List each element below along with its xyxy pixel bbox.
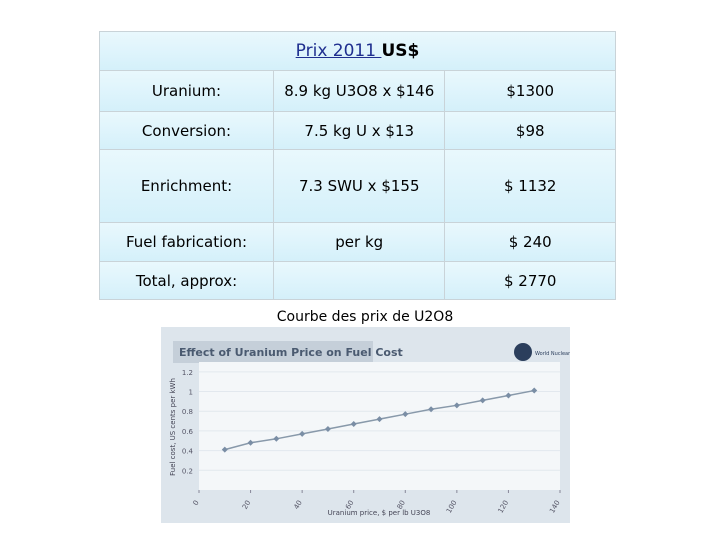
data-point — [479, 397, 486, 404]
data-point — [376, 416, 383, 423]
data-point — [402, 411, 409, 418]
data-point — [350, 421, 357, 428]
table-row: Enrichment: 7.3 SWU x $155 $ 1132 — [98, 149, 616, 223]
x-tick-label: 60 — [344, 499, 355, 511]
x-axis-label: Uranium price, $ per lb U3O8 — [328, 509, 431, 517]
x-tick-label: 80 — [396, 499, 407, 511]
data-point — [324, 425, 331, 432]
table-cell: Fuel fabrication: — [98, 222, 275, 262]
table-cell: $ 2770 — [444, 261, 616, 300]
table-cell: Total, approx: — [98, 261, 275, 300]
logo-text: World Nuclear Association — [535, 351, 570, 357]
table-cell: $ 240 — [444, 222, 616, 262]
header-cell: Prix 2011 US$ — [99, 31, 616, 71]
table-cell: $1300 — [444, 70, 616, 112]
table-cell: $98 — [444, 111, 616, 150]
x-tick-label: 0 — [192, 499, 201, 507]
table-cell: $ 1132 — [444, 149, 616, 223]
data-point — [273, 435, 280, 442]
caption: Courbe des prix de U2O8 — [276, 309, 454, 325]
table-row: Fuel fabrication: per kg $ 240 — [98, 222, 616, 262]
title-part: Prix 2011 — [295, 41, 382, 61]
table-cell: 8.9 kg U3O8 x $146 — [273, 70, 446, 112]
plot-area — [199, 362, 560, 490]
data-point — [531, 387, 538, 394]
figure-title: Effect of Uranium Price on Fuel Cost — [179, 346, 403, 359]
y-axis-label: Fuel cost, US cents per kWh — [169, 378, 177, 476]
data-point — [221, 446, 228, 453]
table-cell: Conversion: — [98, 111, 275, 150]
x-tick-label: 20 — [241, 499, 252, 511]
table-cell: Uranium: — [98, 70, 275, 112]
x-tick-label: 40 — [292, 499, 303, 511]
y-tick-label: 1.2 — [182, 369, 193, 377]
title-bar — [173, 341, 373, 363]
table-cell: per kg — [273, 222, 446, 262]
table-row: Uranium: 8.9 kg U3O8 x $146 $1300 — [98, 70, 616, 112]
table-cell: 7.3 SWU x $155 — [273, 149, 446, 223]
title-part: US$ — [381, 41, 420, 61]
table-cell: 7.5 kg U x $13 — [273, 111, 446, 150]
logo-icon — [514, 343, 532, 361]
table-cell: Enrichment: — [98, 149, 275, 223]
data-point — [247, 439, 254, 446]
data-point — [299, 430, 306, 437]
chart-image: Effect of Uranium Price on Fuel Cost Worl… — [161, 327, 570, 523]
data-point — [505, 392, 512, 399]
y-tick-label: 0.4 — [182, 448, 194, 456]
price-table: Prix 2011 US$ Uranium: 8.9 kg U3O8 x $146… — [98, 31, 616, 300]
table-cell — [273, 261, 446, 300]
y-tick-label: 1 — [189, 389, 193, 397]
data-point — [428, 406, 435, 413]
header-row: Prix 2011 US$ — [99, 31, 616, 71]
table-row: Conversion: 7.5 kg U x $13 $98 — [98, 111, 616, 150]
table-row: Total, approx: $ 2770 — [98, 261, 616, 300]
y-tick-label: 0.2 — [182, 467, 193, 475]
y-tick-label: 0.6 — [182, 428, 194, 436]
data-point — [453, 402, 460, 409]
y-tick-label: 0.8 — [182, 408, 193, 416]
